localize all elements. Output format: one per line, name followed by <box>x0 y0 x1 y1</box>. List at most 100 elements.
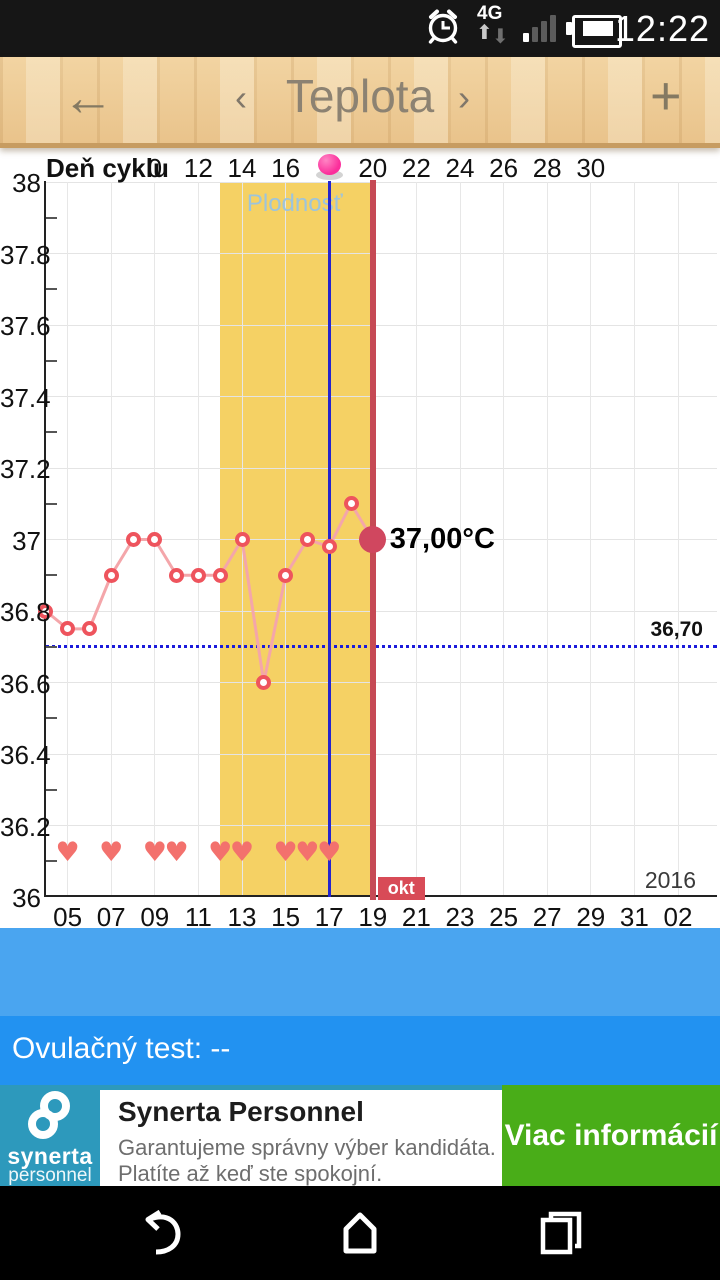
nav-back-icon[interactable] <box>137 1210 183 1256</box>
y-minor-tick <box>46 645 57 648</box>
y-minor-tick <box>46 216 57 219</box>
ad-top-border <box>100 1085 502 1090</box>
v-gridline <box>415 182 417 897</box>
h-gridline <box>45 610 717 612</box>
header: ← ‹ Teplota › + <box>0 57 720 148</box>
data-point[interactable] <box>147 532 163 547</box>
y-minor-tick <box>46 788 57 791</box>
date-tick-label: 25 <box>489 902 519 932</box>
y-tick-label: 38 <box>12 168 41 198</box>
ovulation-egg-icon <box>317 154 341 175</box>
ovulation-test-bar[interactable]: Ovulačný test: -- <box>0 1016 720 1085</box>
y-tick-label: 36 <box>12 883 41 913</box>
date-tick-label: 05 <box>53 902 83 932</box>
y-tick-label: 37.4 <box>0 382 51 413</box>
synerta-rings-icon <box>28 1091 70 1139</box>
nav-recents-icon[interactable] <box>537 1210 583 1256</box>
cycle-day-axis-title: Deň cyklu <box>46 153 169 183</box>
intercourse-heart-icon: ♥ <box>164 837 189 868</box>
cycle-day-tick-label: 26 <box>489 153 519 183</box>
v-gridline <box>677 182 679 897</box>
data-point[interactable] <box>212 567 228 583</box>
cycle-day-tick-label: 0 <box>147 153 163 183</box>
selected-data-point[interactable] <box>359 526 387 553</box>
temperature-info-bar: 37,00°C ♥ -- 19. 10. 2016 Deň cyklu 20 <box>0 928 720 1016</box>
intercourse-heart-icon: ♥ <box>295 837 320 868</box>
y-tick-label: 37 <box>12 525 41 556</box>
data-down-arrow-icon: ⬇ <box>492 26 509 48</box>
h-gridline <box>45 467 717 469</box>
date-tick-label: 13 <box>227 902 257 932</box>
ovulation-test-value: Ovulačný test: -- <box>12 1032 231 1065</box>
back-arrow-button[interactable]: ← <box>62 69 114 127</box>
data-point[interactable] <box>60 621 76 637</box>
h-gridline <box>45 181 717 183</box>
date-tick-label: 19 <box>358 902 388 932</box>
y-tick-label: 36.2 <box>0 811 51 842</box>
v-gridline <box>110 182 112 897</box>
status-bar: 4G ⬆ ⬇ 12:22 <box>0 0 720 57</box>
nav-home-icon[interactable] <box>337 1210 383 1256</box>
intercourse-heart-icon: ♥ <box>273 837 298 868</box>
clock-time: 12:22 <box>614 8 710 49</box>
y-minor-tick <box>46 359 57 362</box>
network-type-indicator: 4G <box>477 3 503 24</box>
data-point[interactable] <box>321 539 337 555</box>
data-point[interactable] <box>278 567 294 583</box>
ad-banner[interactable]: synerta personnel Synerta Personnel Gara… <box>0 1085 720 1186</box>
intercourse-heart-icon: ♥ <box>99 837 124 868</box>
data-point[interactable] <box>81 621 97 637</box>
prev-chevron-button[interactable]: ‹ <box>235 77 247 118</box>
cycle-day-tick-label: 12 <box>183 153 213 183</box>
y-tick-label: 36.4 <box>0 740 51 770</box>
data-point[interactable] <box>343 496 359 512</box>
v-gridline <box>285 182 287 897</box>
y-minor-tick <box>46 860 57 863</box>
cycle-day-tick-label: 24 <box>445 153 475 183</box>
data-point[interactable] <box>125 532 141 547</box>
alarm-clock-icon <box>428 9 458 44</box>
data-point[interactable] <box>38 603 54 619</box>
intercourse-heart-icon: ♥ <box>317 837 342 868</box>
h-gridline <box>45 324 717 326</box>
data-point[interactable] <box>169 567 185 583</box>
data-point[interactable] <box>103 567 119 583</box>
intercourse-heart-icon: ♥ <box>142 837 167 868</box>
date-tick-label: 02 <box>663 902 693 932</box>
year-label: 2016 <box>644 867 696 893</box>
v-gridline <box>633 182 635 897</box>
fertile-window-label: Plodnosť <box>246 190 343 217</box>
intercourse-heart-icon: ♥ <box>55 837 80 868</box>
y-minor-tick <box>46 431 57 434</box>
h-gridline <box>45 396 717 397</box>
date-tick-label: 29 <box>576 902 606 932</box>
data-point[interactable] <box>234 532 250 547</box>
data-point[interactable] <box>299 532 315 547</box>
date-tick-label: 21 <box>401 902 431 932</box>
date-tick-label: 23 <box>445 902 475 932</box>
y-tick-label: 37.2 <box>0 454 51 484</box>
cycle-day-tick-label: 28 <box>532 153 562 183</box>
intercourse-heart-icon: ♥ <box>208 837 233 868</box>
y-tick-label: 36.6 <box>0 668 51 699</box>
v-gridline <box>197 182 199 897</box>
data-point[interactable] <box>256 675 272 690</box>
ad-cta-button[interactable]: Viac informácií <box>502 1085 720 1186</box>
cycle-day-tick-label: 22 <box>401 153 431 183</box>
date-tick-label: 31 <box>619 902 649 932</box>
v-gridline <box>546 182 548 897</box>
logo-text-personnel: personnel <box>8 1165 92 1186</box>
add-entry-button[interactable]: + <box>650 66 682 126</box>
h-gridline <box>45 825 717 826</box>
data-point[interactable] <box>190 567 206 583</box>
y-tick-label: 36.8 <box>0 597 51 627</box>
h-gridline <box>45 682 717 683</box>
v-gridline <box>459 182 461 897</box>
next-chevron-button[interactable]: › <box>458 77 470 118</box>
data-up-arrow-icon: ⬆ <box>476 22 493 44</box>
android-nav-bar <box>0 1186 720 1280</box>
signal-bars-icon <box>523 13 561 42</box>
page-title: Teplota <box>285 70 435 122</box>
